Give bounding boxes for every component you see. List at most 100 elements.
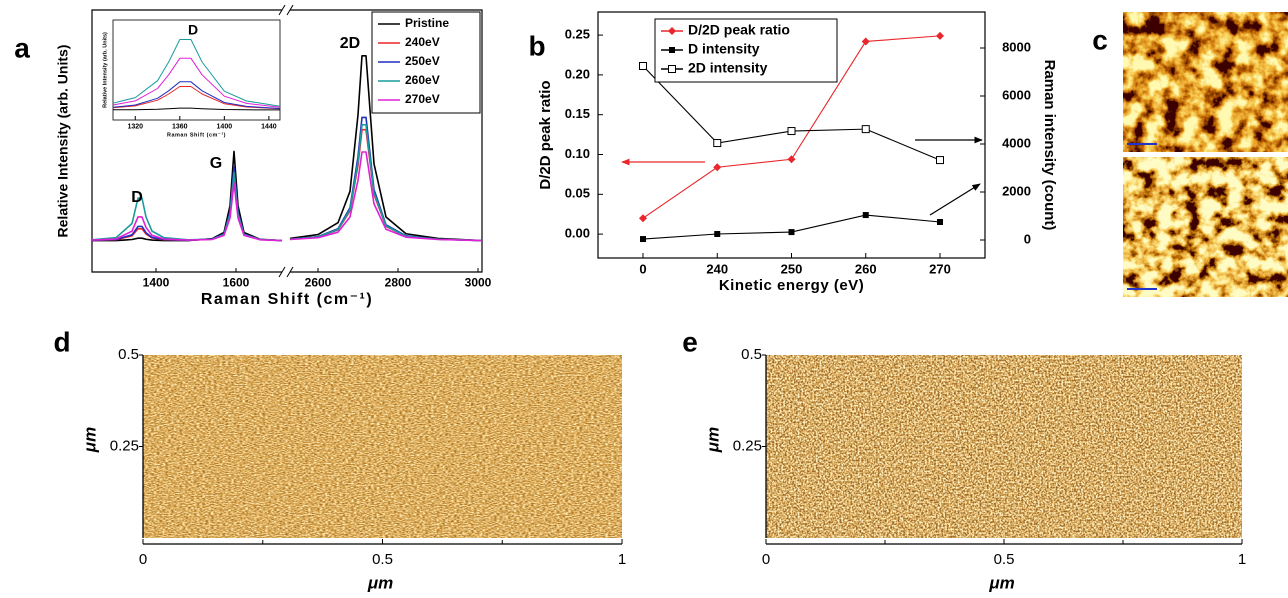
axis-break — [286, 4, 294, 16]
x-tick-label: 2800 — [385, 276, 412, 290]
spectrum-line — [91, 174, 283, 242]
x-tick-label: 270 — [929, 261, 951, 276]
y-tick-label: 0.20 — [565, 66, 590, 81]
spectrum-line — [289, 55, 483, 242]
spectrum-line — [112, 107, 281, 111]
y-tick-label: 0.5 — [741, 346, 762, 363]
legend-label: D intensity — [688, 41, 760, 57]
y2-tick-label: 2000 — [1002, 183, 1031, 198]
data-point — [936, 156, 944, 165]
data-point — [640, 236, 646, 243]
x-tick-label: 1 — [618, 551, 626, 568]
x-axis-label: Kinetic energy (eV) — [719, 277, 864, 294]
spectrum-line — [112, 57, 281, 108]
panel-label: e — [682, 326, 698, 357]
peak-label: G — [210, 155, 222, 172]
peak-label: 2D — [340, 35, 360, 52]
spectrum-line — [91, 182, 283, 242]
spectrum-line — [112, 39, 281, 107]
y2-axis-label: Raman intensity (count) — [1041, 60, 1058, 231]
data-point — [787, 155, 796, 164]
data-point — [861, 37, 870, 46]
panel-label: c — [1092, 24, 1108, 55]
axis-break — [286, 266, 294, 278]
y-axis-label: D/2D peak ratio — [537, 80, 554, 189]
x-tick-label: 240 — [706, 261, 728, 276]
legend-label: D/2D peak ratio — [688, 22, 790, 38]
x-tick-label: 0 — [639, 261, 646, 276]
axis-break — [278, 4, 286, 16]
x-tick-label: 0.5 — [372, 551, 393, 568]
y-tick-label: 0.25 — [110, 437, 139, 454]
peak-label: D — [188, 22, 198, 38]
panel-label: d — [53, 326, 70, 357]
y-tick-label: 0.25 — [565, 27, 590, 42]
legend-label: 2D intensity — [688, 60, 768, 76]
data-point — [788, 229, 795, 236]
y2-tick-label: 8000 — [1002, 39, 1031, 54]
data-point — [714, 231, 721, 237]
x-axis-label: Raman Shift (cm⁻¹) — [201, 291, 373, 308]
y-axis-label: μm — [80, 427, 99, 453]
legend-marker — [668, 65, 676, 73]
y2-tick-label: 6000 — [1002, 87, 1031, 102]
x-tick-label: 0.5 — [994, 551, 1015, 568]
peak-label: D — [131, 189, 143, 206]
x-tick-label: 2600 — [305, 276, 332, 290]
legend-label: 240eV — [405, 35, 440, 49]
spectrum-line — [92, 150, 283, 242]
y2-tick-label: 4000 — [1002, 135, 1031, 150]
x-tick-label: 1320 — [127, 123, 143, 130]
y-axis-label: Relative Intensity (arb. Units) — [55, 45, 71, 238]
data-point — [639, 214, 647, 223]
spectrum-line — [91, 166, 283, 242]
legend-label: 250eV — [405, 54, 440, 68]
afm-image — [1123, 12, 1288, 152]
spectrum-line — [112, 81, 281, 109]
data-point — [713, 163, 722, 172]
legend-label: 270eV — [405, 92, 440, 106]
legend-label: Pristine — [405, 16, 449, 30]
data-point — [639, 62, 647, 70]
spectrum-line — [289, 116, 483, 242]
spectrum-line — [91, 171, 283, 242]
data-point — [713, 139, 722, 148]
panel-label: b — [528, 30, 545, 61]
y-tick-label: 0.00 — [565, 226, 590, 241]
axis-frame — [91, 9, 483, 273]
y-tick-label: 0.05 — [565, 186, 590, 201]
spectrum-line — [112, 86, 281, 110]
x-tick-label: 1440 — [261, 123, 277, 130]
data-point — [937, 219, 943, 225]
y-tick-label: 0.10 — [565, 146, 590, 161]
x-tick-label: 250 — [781, 261, 803, 276]
x-tick-label: 0 — [139, 551, 147, 568]
afm-image — [143, 355, 622, 538]
panel-label: a — [14, 32, 30, 63]
y2-tick-label: 0 — [1024, 231, 1031, 246]
x-tick-label: 1360 — [172, 123, 188, 130]
spectrum-line — [289, 151, 483, 242]
afm-image — [1123, 157, 1288, 297]
data-point — [861, 125, 870, 134]
x-axis-label: μm — [988, 573, 1014, 592]
y-tick-label: 0.15 — [565, 106, 590, 121]
series-line — [642, 214, 941, 240]
legend-box — [654, 18, 838, 83]
x-tick-label: 1400 — [217, 123, 233, 130]
x-tick-label: 1 — [1238, 551, 1246, 568]
y-axis-label: μm — [703, 427, 722, 453]
y-axis-label: Relative Intensity (arb. Units) — [102, 32, 108, 108]
legend-label: 260eV — [405, 73, 440, 87]
y-tick-label: 0.5 — [118, 346, 139, 363]
x-axis-label: Raman Shift (cm⁻¹) — [167, 131, 226, 138]
data-point — [862, 212, 869, 219]
legend-marker — [669, 47, 675, 53]
data-point — [787, 127, 796, 136]
data-point — [936, 31, 944, 40]
x-tick-label: 1400 — [143, 276, 170, 290]
x-tick-label: 1600 — [223, 276, 250, 290]
arrow — [929, 183, 981, 216]
